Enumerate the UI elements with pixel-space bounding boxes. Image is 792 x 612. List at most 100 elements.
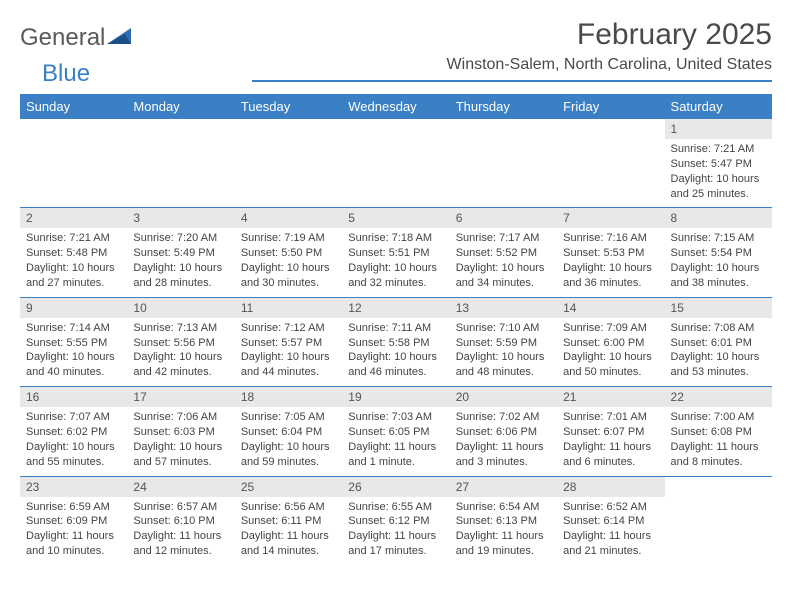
day-number: 12 [342,298,449,318]
day-info: Sunrise: 6:54 AMSunset: 6:13 PMDaylight:… [450,497,557,565]
sunset-text: Sunset: 6:10 PM [133,514,228,529]
sunset-text: Sunset: 5:55 PM [26,336,121,351]
sunrise-text: Sunrise: 7:00 AM [671,410,766,425]
sunrise-text: Sunrise: 7:01 AM [563,410,658,425]
calendar-day-cell: 16Sunrise: 7:07 AMSunset: 6:02 PMDayligh… [20,387,127,476]
sunset-text: Sunset: 5:50 PM [241,246,336,261]
day-number: 6 [450,208,557,228]
sunset-text: Sunset: 6:11 PM [241,514,336,529]
day-number: 5 [342,208,449,228]
calendar-day-cell: 1Sunrise: 7:21 AMSunset: 5:47 PMDaylight… [665,119,772,208]
sunrise-text: Sunrise: 7:13 AM [133,321,228,336]
sunset-text: Sunset: 6:07 PM [563,425,658,440]
calendar-day-cell: 6Sunrise: 7:17 AMSunset: 5:52 PMDaylight… [450,208,557,297]
daylight-text: Daylight: 10 hours and 53 minutes. [671,350,766,380]
daylight-text: Daylight: 11 hours and 12 minutes. [133,529,228,559]
day-number: 18 [235,387,342,407]
day-info: Sunrise: 7:20 AMSunset: 5:49 PMDaylight:… [127,228,234,296]
day-number: 8 [665,208,772,228]
day-info: Sunrise: 7:07 AMSunset: 6:02 PMDaylight:… [20,407,127,475]
daylight-text: Daylight: 10 hours and 32 minutes. [348,261,443,291]
day-number: 17 [127,387,234,407]
sunset-text: Sunset: 5:48 PM [26,246,121,261]
calendar-day-cell: 20Sunrise: 7:02 AMSunset: 6:06 PMDayligh… [450,387,557,476]
sunset-text: Sunset: 6:01 PM [671,336,766,351]
month-title: February 2025 [252,18,772,52]
weekday-header: Thursday [450,94,557,119]
sunrise-text: Sunrise: 7:21 AM [671,142,766,157]
calendar-day-cell: 7 Sunrise: 7:16 AMSunset: 5:53 PMDaylight… [557,208,664,297]
day-number: 13 [450,298,557,318]
weekday-header-row: Sunday Monday Tuesday Wednesday Thursday… [20,94,772,119]
sunset-text: Sunset: 5:47 PM [671,157,766,172]
sunrise-text: Sunrise: 7:16 AM [563,231,658,246]
calendar-day-cell [665,476,772,565]
day-info: Sunrise: 7:03 AMSunset: 6:05 PMDaylight:… [342,407,449,475]
calendar-week-row: 1Sunrise: 7:21 AMSunset: 5:47 PMDaylight… [20,119,772,208]
sunrise-text: Sunrise: 7:07 AM [26,410,121,425]
weekday-header: Wednesday [342,94,449,119]
calendar-day-cell: 13Sunrise: 7:10 AMSunset: 5:59 PMDayligh… [450,297,557,386]
weekday-header: Monday [127,94,234,119]
calendar-week-row: 2Sunrise: 7:21 AMSunset: 5:48 PMDaylight… [20,208,772,297]
calendar-table: Sunday Monday Tuesday Wednesday Thursday… [20,94,772,565]
sunrise-text: Sunrise: 7:09 AM [563,321,658,336]
calendar-day-cell: 17Sunrise: 7:06 AMSunset: 6:03 PMDayligh… [127,387,234,476]
sunrise-text: Sunrise: 7:03 AM [348,410,443,425]
sunrise-text: Sunrise: 7:05 AM [241,410,336,425]
sunrise-text: Sunrise: 7:17 AM [456,231,551,246]
day-number: 27 [450,477,557,497]
daylight-text: Daylight: 11 hours and 19 minutes. [456,529,551,559]
day-number: 3 [127,208,234,228]
sunset-text: Sunset: 5:51 PM [348,246,443,261]
daylight-text: Daylight: 11 hours and 1 minute. [348,440,443,470]
sunrise-text: Sunrise: 7:10 AM [456,321,551,336]
sunrise-text: Sunrise: 7:11 AM [348,321,443,336]
daylight-text: Daylight: 10 hours and 38 minutes. [671,261,766,291]
daylight-text: Daylight: 10 hours and 42 minutes. [133,350,228,380]
sunset-text: Sunset: 5:52 PM [456,246,551,261]
calendar-day-cell [127,119,234,208]
sunset-text: Sunset: 6:13 PM [456,514,551,529]
sunrise-text: Sunrise: 7:15 AM [671,231,766,246]
day-number: 7 [557,208,664,228]
calendar-day-cell [235,119,342,208]
day-info: Sunrise: 7:08 AMSunset: 6:01 PMDaylight:… [665,318,772,386]
sunset-text: Sunset: 5:58 PM [348,336,443,351]
calendar-day-cell: 27Sunrise: 6:54 AMSunset: 6:13 PMDayligh… [450,476,557,565]
daylight-text: Daylight: 11 hours and 6 minutes. [563,440,658,470]
sunset-text: Sunset: 5:53 PM [563,246,658,261]
day-number: 11 [235,298,342,318]
calendar-day-cell [450,119,557,208]
sunrise-text: Sunrise: 6:55 AM [348,500,443,515]
daylight-text: Daylight: 10 hours and 40 minutes. [26,350,121,380]
sunrise-text: Sunrise: 7:02 AM [456,410,551,425]
day-info: Sunrise: 7:01 AMSunset: 6:07 PMDaylight:… [557,407,664,475]
daylight-text: Daylight: 10 hours and 36 minutes. [563,261,658,291]
day-info: Sunrise: 7:14 AMSunset: 5:55 PMDaylight:… [20,318,127,386]
calendar-day-cell: 23Sunrise: 6:59 AMSunset: 6:09 PMDayligh… [20,476,127,565]
day-number: 16 [20,387,127,407]
daylight-text: Daylight: 10 hours and 25 minutes. [671,172,766,202]
logo-text-general: General [20,24,105,52]
day-number: 26 [342,477,449,497]
sunrise-text: Sunrise: 7:12 AM [241,321,336,336]
calendar-day-cell: 12Sunrise: 7:11 AMSunset: 5:58 PMDayligh… [342,297,449,386]
calendar-day-cell: 25Sunrise: 6:56 AMSunset: 6:11 PMDayligh… [235,476,342,565]
sunset-text: Sunset: 6:09 PM [26,514,121,529]
weekday-header: Saturday [665,94,772,119]
calendar-day-cell: 15Sunrise: 7:08 AMSunset: 6:01 PMDayligh… [665,297,772,386]
daylight-text: Daylight: 11 hours and 17 minutes. [348,529,443,559]
sunrise-text: Sunrise: 6:54 AM [456,500,551,515]
calendar-day-cell [342,119,449,208]
day-info: Sunrise: 7:05 AMSunset: 6:04 PMDaylight:… [235,407,342,475]
day-number: 21 [557,387,664,407]
day-info: Sunrise: 7:00 AMSunset: 6:08 PMDaylight:… [665,407,772,475]
daylight-text: Daylight: 11 hours and 8 minutes. [671,440,766,470]
sunset-text: Sunset: 6:12 PM [348,514,443,529]
day-number: 9 [20,298,127,318]
weekday-header: Tuesday [235,94,342,119]
calendar-week-row: 23Sunrise: 6:59 AMSunset: 6:09 PMDayligh… [20,476,772,565]
sunset-text: Sunset: 5:49 PM [133,246,228,261]
calendar-day-cell: 8Sunrise: 7:15 AMSunset: 5:54 PMDaylight… [665,208,772,297]
